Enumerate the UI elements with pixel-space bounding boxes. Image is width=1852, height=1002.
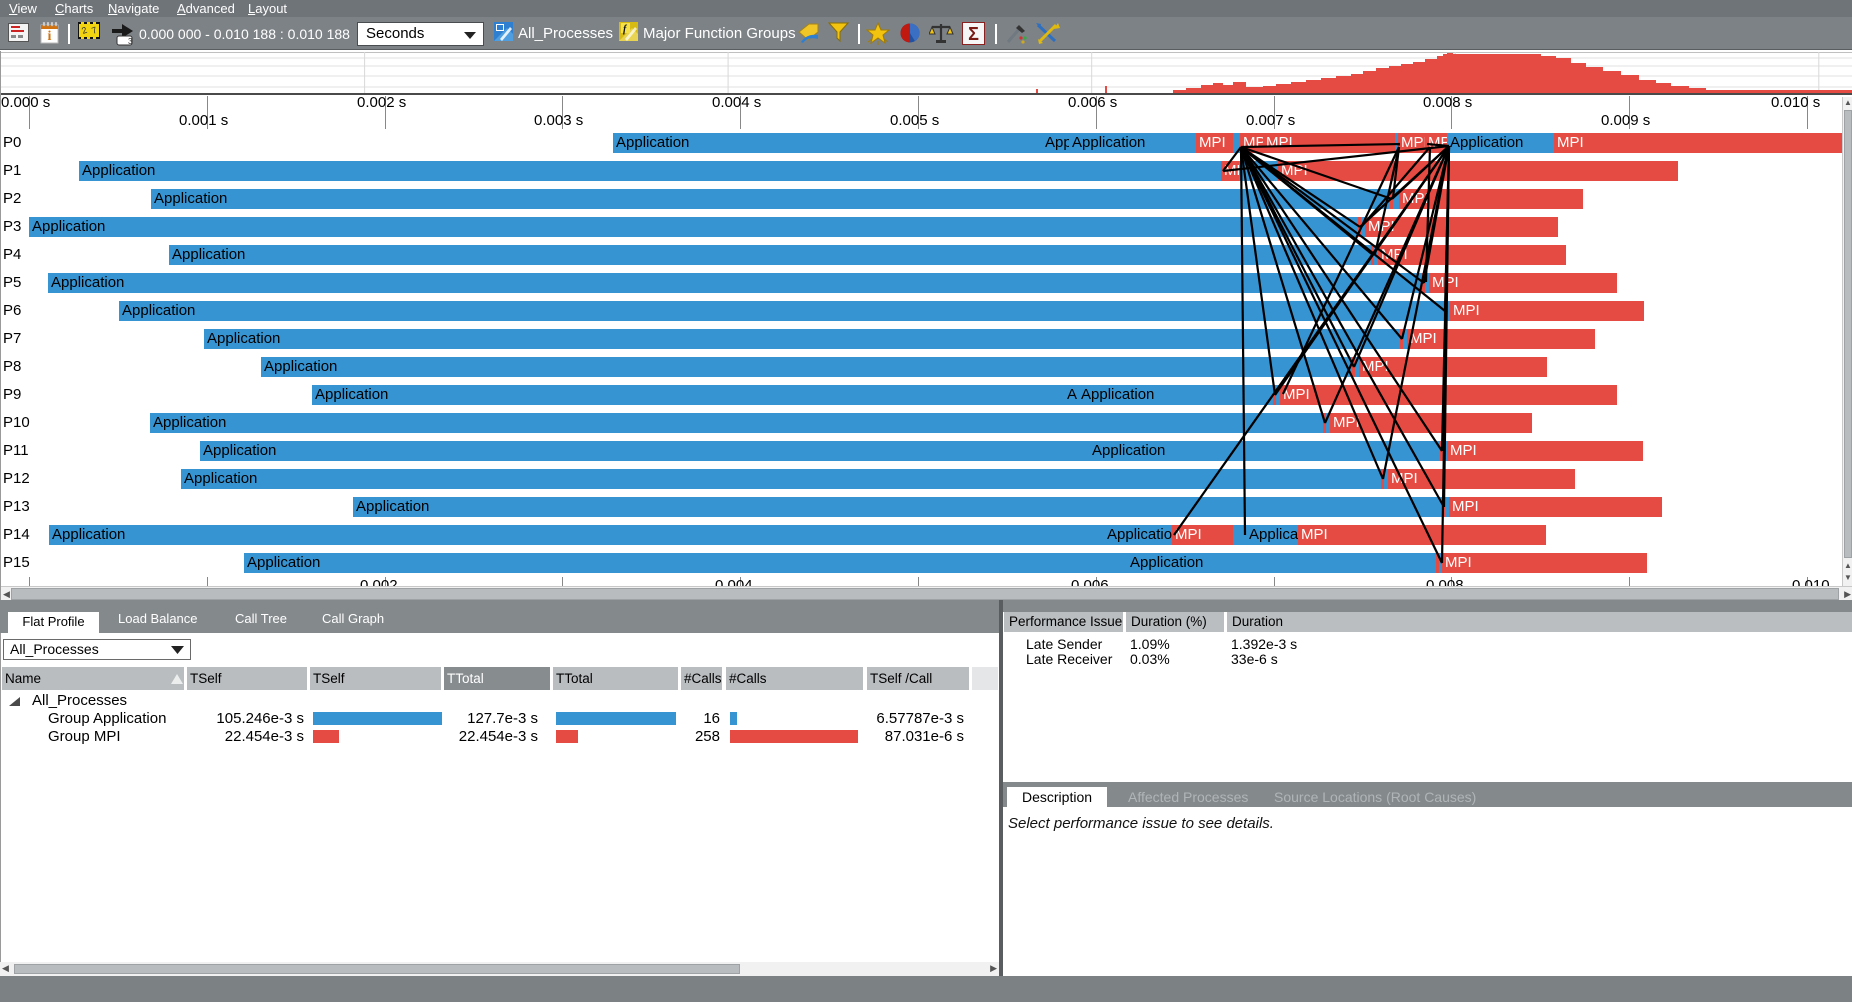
svg-text:7: 7 [90,25,98,36]
svg-text:2: 2 [80,25,88,36]
svg-text:i: i [48,29,52,44]
svg-text:f: f [623,24,628,35]
svg-text:3: 3 [128,37,133,46]
svg-text:Σ: Σ [968,24,979,44]
